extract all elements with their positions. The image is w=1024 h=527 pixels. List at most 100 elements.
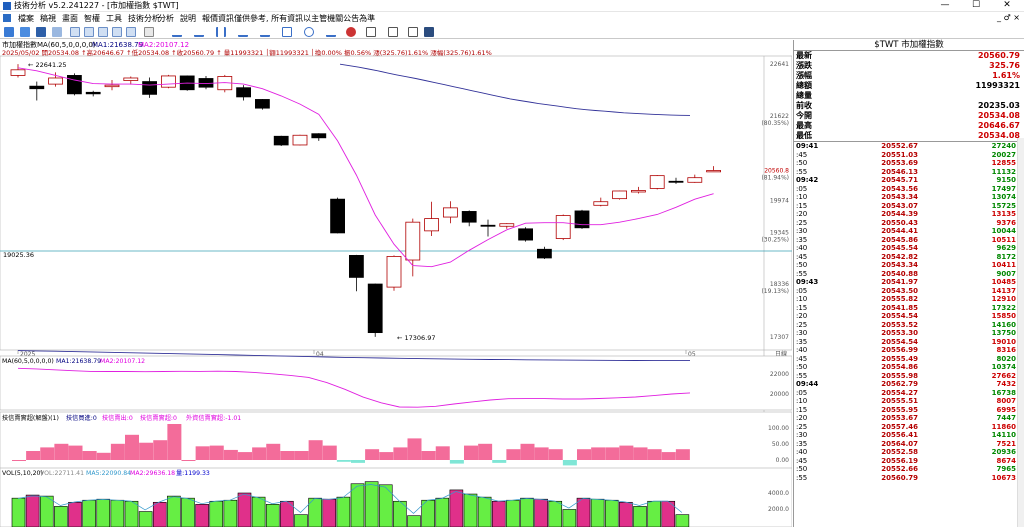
tick-row[interactable]: :05 20543.50 14137 [794, 287, 1024, 296]
tick-row[interactable]: :40 20552.58 20936 [794, 448, 1024, 457]
tick-price: 20545.71 [881, 176, 918, 184]
volume-ma-line [17, 484, 683, 514]
zoom-tool-icon[interactable] [408, 27, 418, 37]
color-tool-icon[interactable] [366, 27, 376, 37]
close-button[interactable]: ✕ [1003, 0, 1011, 10]
tick-row[interactable]: 09:43 20541.97 10485 [794, 278, 1024, 287]
tick-row[interactable]: :55 20546.13 11132 [794, 168, 1024, 177]
tick-row[interactable]: 09:42 20545.71 9150 [794, 176, 1024, 185]
mdi-controls[interactable]: _ ♂ × [997, 13, 1020, 22]
chart-svg[interactable]: 市加權指數 MA(60,5,0,0,0,0) MA1:21638.79 MA2:… [0, 40, 793, 527]
save-icon[interactable] [424, 27, 434, 37]
institutional-bar [322, 445, 337, 460]
tick-row[interactable]: :45 20556.19 8674 [794, 457, 1024, 466]
candle-body [593, 201, 609, 206]
add-icon[interactable] [20, 27, 30, 37]
tick-row[interactable]: 09:44 20562.79 7432 [794, 380, 1024, 389]
tick-list[interactable]: 09:41 20552.67 27240:45 20551.03 20027:50 205… [794, 142, 1024, 482]
tick-price: 20544.39 [881, 210, 918, 218]
chart-area[interactable]: 市加權指數 MA(60,5,0,0,0,0) MA1:21638.79 MA2:… [0, 40, 793, 527]
tick-row[interactable]: :15 20541.85 17322 [794, 304, 1024, 313]
tick-row[interactable]: :15 20555.95 6995 [794, 406, 1024, 415]
volume-bar [534, 498, 548, 527]
style-tool-icon[interactable] [388, 27, 398, 37]
tick-time: :40 [796, 244, 808, 252]
tick-row[interactable]: :05 20543.56 17497 [794, 185, 1024, 194]
fib-tool-icon[interactable] [238, 27, 248, 37]
tick-row[interactable]: :10 20543.34 13074 [794, 193, 1024, 202]
tick-row[interactable]: :35 20554.54 19010 [794, 338, 1024, 347]
tick-row[interactable]: :15 20543.07 15725 [794, 202, 1024, 211]
layout-1-icon[interactable] [70, 27, 80, 37]
volume-bar [491, 500, 506, 527]
tick-row[interactable]: :05 20554.27 16738 [794, 389, 1024, 398]
price-tick-label: 19345 [770, 230, 789, 237]
tick-volume: 7965 [996, 465, 1016, 473]
tick-row[interactable]: :50 20552.66 7965 [794, 465, 1024, 474]
chart-type-icon[interactable] [4, 27, 14, 37]
tick-row[interactable]: :30 20556.41 14110 [794, 431, 1024, 440]
tick-row[interactable]: :30 20553.30 13750 [794, 329, 1024, 338]
quote-row: 最新 20560.79 [794, 51, 1024, 61]
institutional-legend: 外資信賣實超:-1.01 [186, 414, 241, 422]
tick-row[interactable]: :25 20553.52 14160 [794, 321, 1024, 330]
circle-tool-icon[interactable] [304, 27, 314, 37]
menu-manage[interactable]: 智權 [84, 14, 100, 23]
tick-row[interactable]: :30 20544.41 10044 [794, 227, 1024, 236]
tick-row[interactable]: :10 20555.51 8007 [794, 397, 1024, 406]
tick-row[interactable]: :55 20560.79 10673 [794, 474, 1024, 483]
tick-row[interactable]: :40 20545.54 9629 [794, 244, 1024, 253]
menu-help[interactable]: 說明 [180, 14, 196, 23]
minimize-button[interactable]: — [940, 0, 950, 10]
menu-tools[interactable]: 工具 [106, 14, 122, 23]
remove-icon[interactable] [36, 27, 46, 37]
tick-row[interactable]: :50 20553.69 12855 [794, 159, 1024, 168]
tick-row[interactable]: :50 20554.86 10374 [794, 363, 1024, 372]
tick-list-scrollbar[interactable] [1017, 138, 1024, 527]
tick-row[interactable]: :55 20540.88 9007 [794, 270, 1024, 279]
menu-file[interactable]: 檔案 [18, 14, 34, 23]
system-menu-icon[interactable] [3, 14, 11, 22]
grid-icon[interactable] [144, 27, 154, 37]
layout-4-icon[interactable] [112, 27, 122, 37]
tick-time: :15 [796, 303, 808, 312]
clear-tool-icon[interactable] [346, 27, 356, 37]
arrow-tool-icon[interactable] [326, 27, 336, 37]
tick-row[interactable]: :55 20555.98 27662 [794, 372, 1024, 381]
tick-row[interactable]: :45 20555.49 8020 [794, 355, 1024, 364]
tick-row[interactable]: :50 20543.34 10411 [794, 261, 1024, 270]
hline-tool-icon[interactable] [194, 27, 204, 37]
tick-row[interactable]: :35 20564.07 7521 [794, 440, 1024, 449]
institutional-bar [548, 449, 563, 460]
menu-view[interactable]: 稿視 [40, 14, 56, 23]
tick-price: 20555.49 [881, 354, 918, 363]
menu-tech-analysis[interactable]: 技術分析 [128, 14, 160, 23]
layout-3-icon[interactable] [98, 27, 108, 37]
institutional-bar [591, 447, 606, 460]
tick-row[interactable]: :25 20550.43 9376 [794, 219, 1024, 228]
vline-tool-icon[interactable] [216, 27, 226, 37]
menu-screen[interactable]: 畫面 [62, 14, 78, 23]
tick-row[interactable]: :20 20554.54 15850 [794, 312, 1024, 321]
candle-body [424, 218, 440, 232]
tick-row[interactable]: :10 20555.82 12910 [794, 295, 1024, 304]
tick-row[interactable]: :45 20551.03 20027 [794, 151, 1024, 160]
tick-price: 20553.52 [881, 320, 918, 329]
channel-tool-icon[interactable] [260, 27, 270, 37]
tick-row[interactable]: :40 20556.99 8316 [794, 346, 1024, 355]
maximize-button[interactable]: ☐ [971, 0, 981, 10]
tick-row[interactable]: :20 20544.39 13135 [794, 210, 1024, 219]
tick-row[interactable]: :25 20557.46 11860 [794, 423, 1024, 432]
tick-row[interactable]: :35 20545.86 10511 [794, 236, 1024, 245]
high-annotation: ← 22641.25 [28, 61, 67, 69]
menu-analysis[interactable]: 分析 [158, 14, 174, 23]
layout-2-icon[interactable] [84, 27, 94, 37]
tick-row[interactable]: :20 20553.67 7447 [794, 414, 1024, 423]
tick-row[interactable]: 09:41 20552.67 27240 [794, 142, 1024, 151]
layout-5-icon[interactable] [126, 27, 136, 37]
line-tool-icon[interactable] [172, 27, 182, 37]
rect-tool-icon[interactable] [282, 27, 292, 37]
tick-row[interactable]: :45 20542.82 8172 [794, 253, 1024, 262]
sync-icon[interactable] [52, 27, 62, 37]
volume-bar [619, 501, 633, 527]
